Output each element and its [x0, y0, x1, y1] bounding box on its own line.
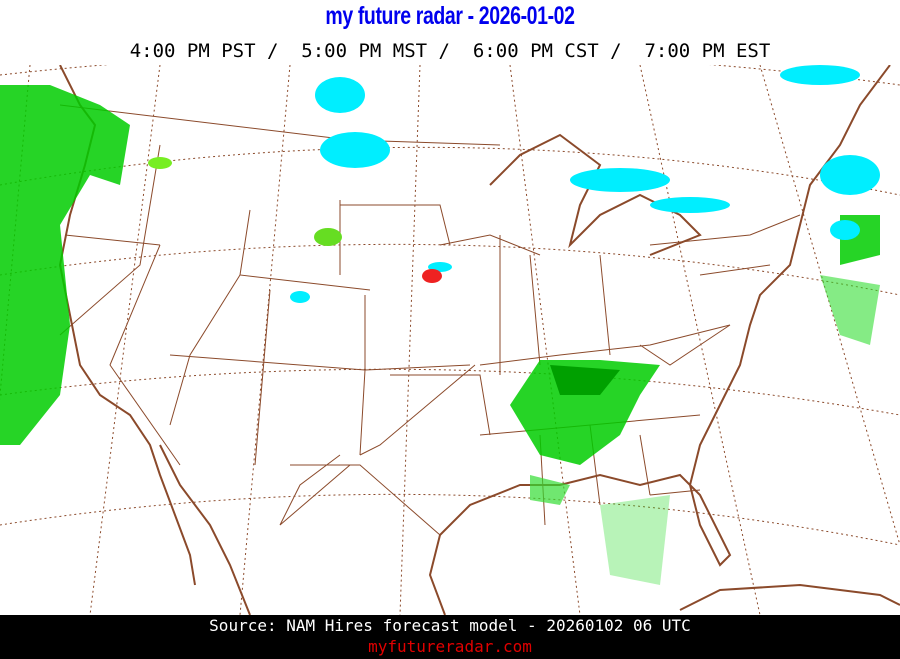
radar-map[interactable] — [0, 65, 900, 615]
snow-great-lakes — [570, 168, 670, 192]
snow-colorado — [290, 291, 310, 303]
rain-gulf — [530, 475, 570, 505]
rain-wyoming — [314, 228, 342, 246]
snow-maine — [780, 65, 860, 85]
site-link[interactable]: myfutureradar.com — [368, 637, 532, 656]
snow-atlantic — [830, 220, 860, 240]
state-borders — [59, 104, 801, 536]
page-title: my future radar - 2026-01-02 — [325, 2, 575, 30]
coastlines — [58, 65, 900, 615]
snow-new-england — [820, 155, 880, 195]
source-label: Source: NAM Hires forecast model - 20260… — [209, 616, 691, 635]
rain-heavy-southeast — [550, 365, 620, 395]
footer: Source: NAM Hires forecast model - 20260… — [0, 615, 900, 659]
snow-manitoba — [315, 77, 365, 113]
precipitation — [0, 65, 880, 585]
snow-north-dakota — [320, 132, 390, 168]
rain-southeast — [510, 360, 660, 465]
rain-caribbean — [600, 495, 670, 585]
rain-atlantic — [820, 275, 880, 345]
rain-montana — [148, 157, 172, 169]
mix-nebraska — [422, 269, 442, 283]
rain-pacific-nw — [0, 85, 130, 445]
graticule — [0, 65, 900, 615]
snow-ontario — [650, 197, 730, 213]
time-zones-label: 4:00 PM PST / 5:00 PM MST / 6:00 PM CST … — [129, 40, 771, 62]
